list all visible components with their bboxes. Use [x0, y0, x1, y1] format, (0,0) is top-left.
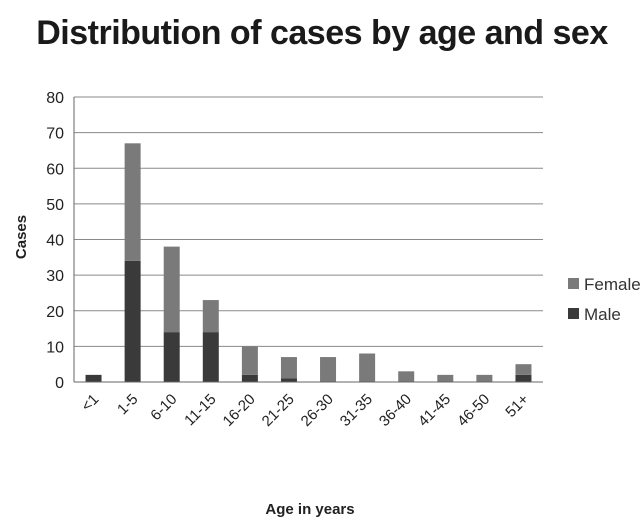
x-tick-label: 46-50: [454, 391, 493, 430]
bar-female-9: [437, 374, 454, 382]
y-tick-label: 60: [46, 161, 64, 178]
x-tick-label: 36-40: [376, 391, 415, 430]
y-tick-label: 80: [46, 90, 64, 107]
x-tick-label: 6-10: [147, 391, 180, 424]
axes: [73, 97, 543, 383]
x-tick-label: 21-25: [259, 391, 298, 430]
bar-female-1: [124, 143, 141, 261]
y-tick-label: 70: [46, 126, 64, 143]
y-tick-label: 30: [46, 268, 64, 285]
y-tick-label: 10: [46, 339, 64, 356]
bar-female-4: [241, 346, 258, 375]
y-tick-label: 0: [55, 375, 64, 392]
bar-male-4: [241, 374, 258, 382]
bar-female-2: [163, 246, 180, 333]
bar-male-1: [124, 260, 141, 382]
bar-male-0: [85, 374, 102, 382]
legend-swatch-female: [568, 278, 579, 289]
bar-female-7: [359, 353, 376, 382]
y-tick-label: 20: [46, 304, 64, 321]
x-tick-labels: <1 1-5 6-10 11-15 16-20 21-25 26-30 31-35 36-40 4…: [78, 391, 532, 430]
x-tick-label: 31-35: [337, 391, 376, 430]
bar-male-3: [202, 332, 219, 382]
x-tick-label: 16-20: [220, 391, 259, 430]
y-axis-label: Cases: [13, 215, 30, 259]
legend-swatch-male: [568, 308, 579, 319]
bars: [85, 143, 532, 382]
bar-male-5: [280, 378, 297, 382]
bar-female-3: [202, 300, 219, 333]
bar-female-6: [320, 357, 337, 382]
legend-label-female: Female: [584, 275, 641, 294]
x-tick-label: 11-15: [181, 391, 219, 429]
x-tick-label: 41-45: [415, 391, 454, 430]
x-tick-label: <1: [78, 391, 102, 415]
gridlines: [74, 96, 543, 383]
y-tick-label: 50: [46, 197, 64, 214]
bar-female-5: [280, 357, 297, 379]
y-tick-label: 40: [46, 233, 64, 250]
chart-title: Distribution of cases by age and sex: [36, 14, 608, 52]
x-tick-label: 26-30: [298, 391, 337, 430]
bar-female-11: [515, 364, 532, 375]
bar-male-2: [163, 332, 180, 382]
x-axis-label: Age in years: [265, 501, 354, 518]
bar-male-11: [515, 374, 532, 382]
x-tick-label: 51+: [502, 391, 532, 421]
legend-label-male: Male: [584, 305, 621, 324]
y-tick-labels: 0 10 20 30 40 50 60 70 80: [46, 90, 64, 392]
legend: Female Male: [568, 275, 641, 324]
bar-female-8: [398, 371, 415, 382]
bar-female-10: [476, 374, 493, 382]
x-tick-label: 1-5: [114, 391, 141, 418]
